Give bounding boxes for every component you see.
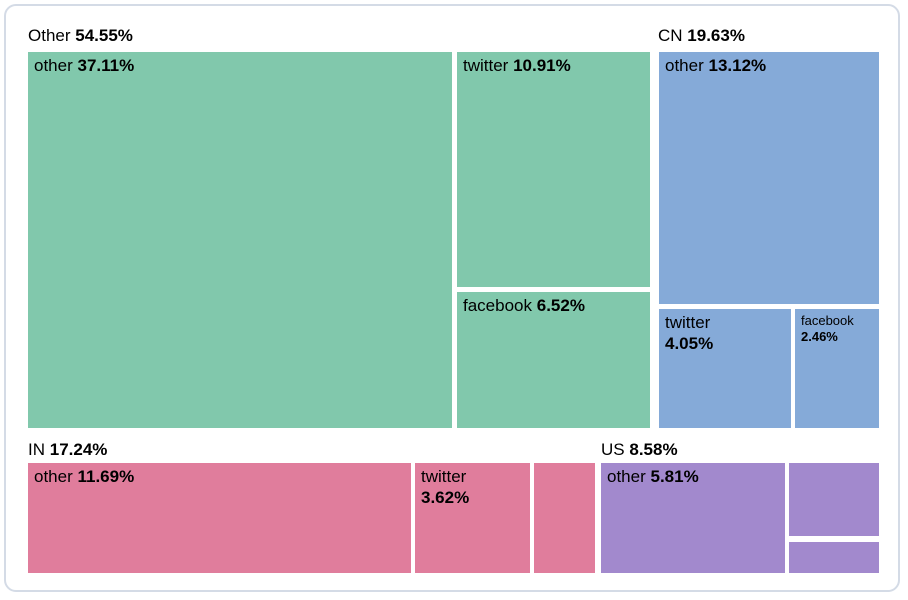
group-name: IN — [28, 440, 45, 459]
group-value: 8.58% — [629, 440, 678, 459]
group-name: US — [601, 440, 625, 459]
cell-name-label: other — [34, 56, 73, 75]
group-value: 54.55% — [75, 26, 133, 45]
cell-name-label: facebook — [801, 313, 854, 328]
cell-value-label: 2.46% — [801, 329, 838, 344]
cell-name-label: facebook — [463, 296, 532, 315]
cell-other-facebook[interactable]: facebook 6.52% — [457, 292, 650, 428]
group-title-cn: CN 19.63% — [658, 26, 745, 46]
group-title-in: IN 17.24% — [28, 440, 107, 460]
cell-name-label: twitter — [665, 313, 711, 332]
group-title-us: US 8.58% — [601, 440, 678, 460]
cell-value-label: 10.91% — [513, 56, 571, 75]
cell-us-unlabeled-1[interactable] — [789, 463, 879, 536]
cell-in-unlabeled[interactable] — [534, 463, 595, 573]
cell-name-label: other — [34, 467, 73, 486]
cell-in-other[interactable]: other 11.69% — [28, 463, 411, 573]
group-name: Other — [28, 26, 71, 45]
cell-value-label: 3.62% — [421, 488, 470, 507]
cell-name-label: twitter — [421, 467, 467, 486]
cell-other-twitter[interactable]: twitter 10.91% — [457, 52, 650, 287]
cell-other-other[interactable]: other 37.11% — [28, 52, 452, 428]
cell-us-unlabeled-2[interactable] — [789, 542, 879, 573]
cell-us-other[interactable]: other 5.81% — [601, 463, 785, 573]
cell-value-label: 37.11% — [77, 56, 135, 75]
cell-value-label: 13.12% — [708, 56, 767, 75]
cell-cn-twitter[interactable]: twitter 4.05% — [659, 309, 791, 428]
cell-cn-other[interactable]: other 13.12% — [659, 52, 879, 304]
cell-value-label: 6.52% — [536, 296, 585, 315]
group-title-other: Other 54.55% — [28, 26, 133, 46]
cell-name-label: twitter — [463, 56, 509, 75]
group-value: 19.63% — [687, 26, 745, 45]
cell-cn-facebook[interactable]: facebook 2.46% — [795, 309, 879, 428]
cell-name-label: other — [665, 56, 704, 75]
cell-value-label: 4.05% — [665, 334, 714, 353]
cell-value-label: 11.69% — [77, 467, 135, 486]
cell-name-label: other — [607, 467, 646, 486]
cell-value-label: 5.81% — [650, 467, 699, 486]
group-value: 17.24% — [49, 440, 108, 459]
cell-in-twitter[interactable]: twitter 3.62% — [415, 463, 530, 573]
group-name: CN — [658, 26, 683, 45]
